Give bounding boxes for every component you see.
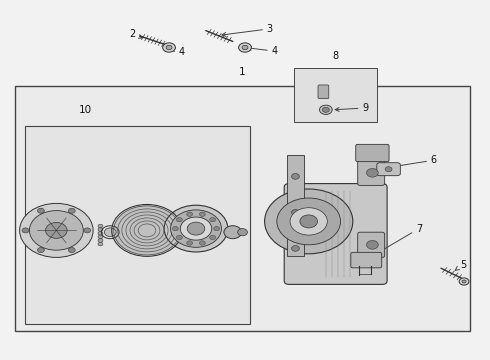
Circle shape <box>68 208 75 213</box>
Bar <box>287 155 304 256</box>
Circle shape <box>46 222 67 238</box>
Circle shape <box>164 205 228 252</box>
Circle shape <box>292 174 299 179</box>
FancyBboxPatch shape <box>358 232 385 257</box>
Text: 4: 4 <box>172 47 184 57</box>
Circle shape <box>38 208 45 213</box>
Circle shape <box>462 280 466 283</box>
Circle shape <box>239 43 251 52</box>
Circle shape <box>176 235 182 240</box>
FancyBboxPatch shape <box>356 144 389 162</box>
Bar <box>24 126 250 324</box>
Circle shape <box>367 168 378 177</box>
FancyBboxPatch shape <box>358 160 385 185</box>
Circle shape <box>84 228 91 233</box>
FancyBboxPatch shape <box>351 252 382 268</box>
FancyBboxPatch shape <box>284 184 387 284</box>
Circle shape <box>319 105 332 114</box>
Circle shape <box>367 240 378 249</box>
Circle shape <box>104 228 116 237</box>
Circle shape <box>210 217 216 222</box>
Circle shape <box>37 248 44 253</box>
Circle shape <box>187 212 193 216</box>
Text: 7: 7 <box>367 224 422 259</box>
Text: 4: 4 <box>247 46 277 56</box>
Circle shape <box>322 107 329 112</box>
Circle shape <box>98 239 103 242</box>
Bar <box>294 68 377 122</box>
Text: 10: 10 <box>79 105 92 115</box>
Circle shape <box>29 211 83 250</box>
Circle shape <box>199 212 205 216</box>
Circle shape <box>292 246 299 251</box>
Circle shape <box>98 228 103 231</box>
Circle shape <box>290 208 327 235</box>
Circle shape <box>180 217 212 240</box>
Text: 1: 1 <box>239 67 246 77</box>
Text: 8: 8 <box>333 51 339 61</box>
Circle shape <box>22 228 29 233</box>
Text: 9: 9 <box>335 103 368 113</box>
Text: 3: 3 <box>222 24 272 36</box>
Text: 2: 2 <box>129 29 143 39</box>
Circle shape <box>224 226 242 239</box>
Circle shape <box>242 45 248 50</box>
Circle shape <box>300 215 318 228</box>
Text: 5: 5 <box>455 260 466 270</box>
FancyBboxPatch shape <box>377 163 400 176</box>
Circle shape <box>114 206 180 255</box>
Circle shape <box>199 241 205 245</box>
FancyBboxPatch shape <box>318 85 329 99</box>
Circle shape <box>214 226 220 231</box>
Circle shape <box>292 210 299 215</box>
Circle shape <box>210 235 216 240</box>
Circle shape <box>459 278 469 285</box>
Circle shape <box>265 189 353 254</box>
Circle shape <box>187 241 193 245</box>
Circle shape <box>98 231 103 235</box>
Circle shape <box>238 229 247 236</box>
Circle shape <box>176 217 182 222</box>
Circle shape <box>171 210 221 247</box>
Circle shape <box>172 226 178 231</box>
Circle shape <box>163 43 175 52</box>
Circle shape <box>187 222 205 235</box>
Circle shape <box>20 203 93 257</box>
Circle shape <box>166 45 172 50</box>
Text: 6: 6 <box>391 155 437 168</box>
Circle shape <box>68 248 75 253</box>
Circle shape <box>385 167 392 172</box>
Circle shape <box>277 198 341 245</box>
Circle shape <box>98 224 103 228</box>
Bar <box>15 86 470 331</box>
Circle shape <box>98 235 103 239</box>
Circle shape <box>98 242 103 246</box>
